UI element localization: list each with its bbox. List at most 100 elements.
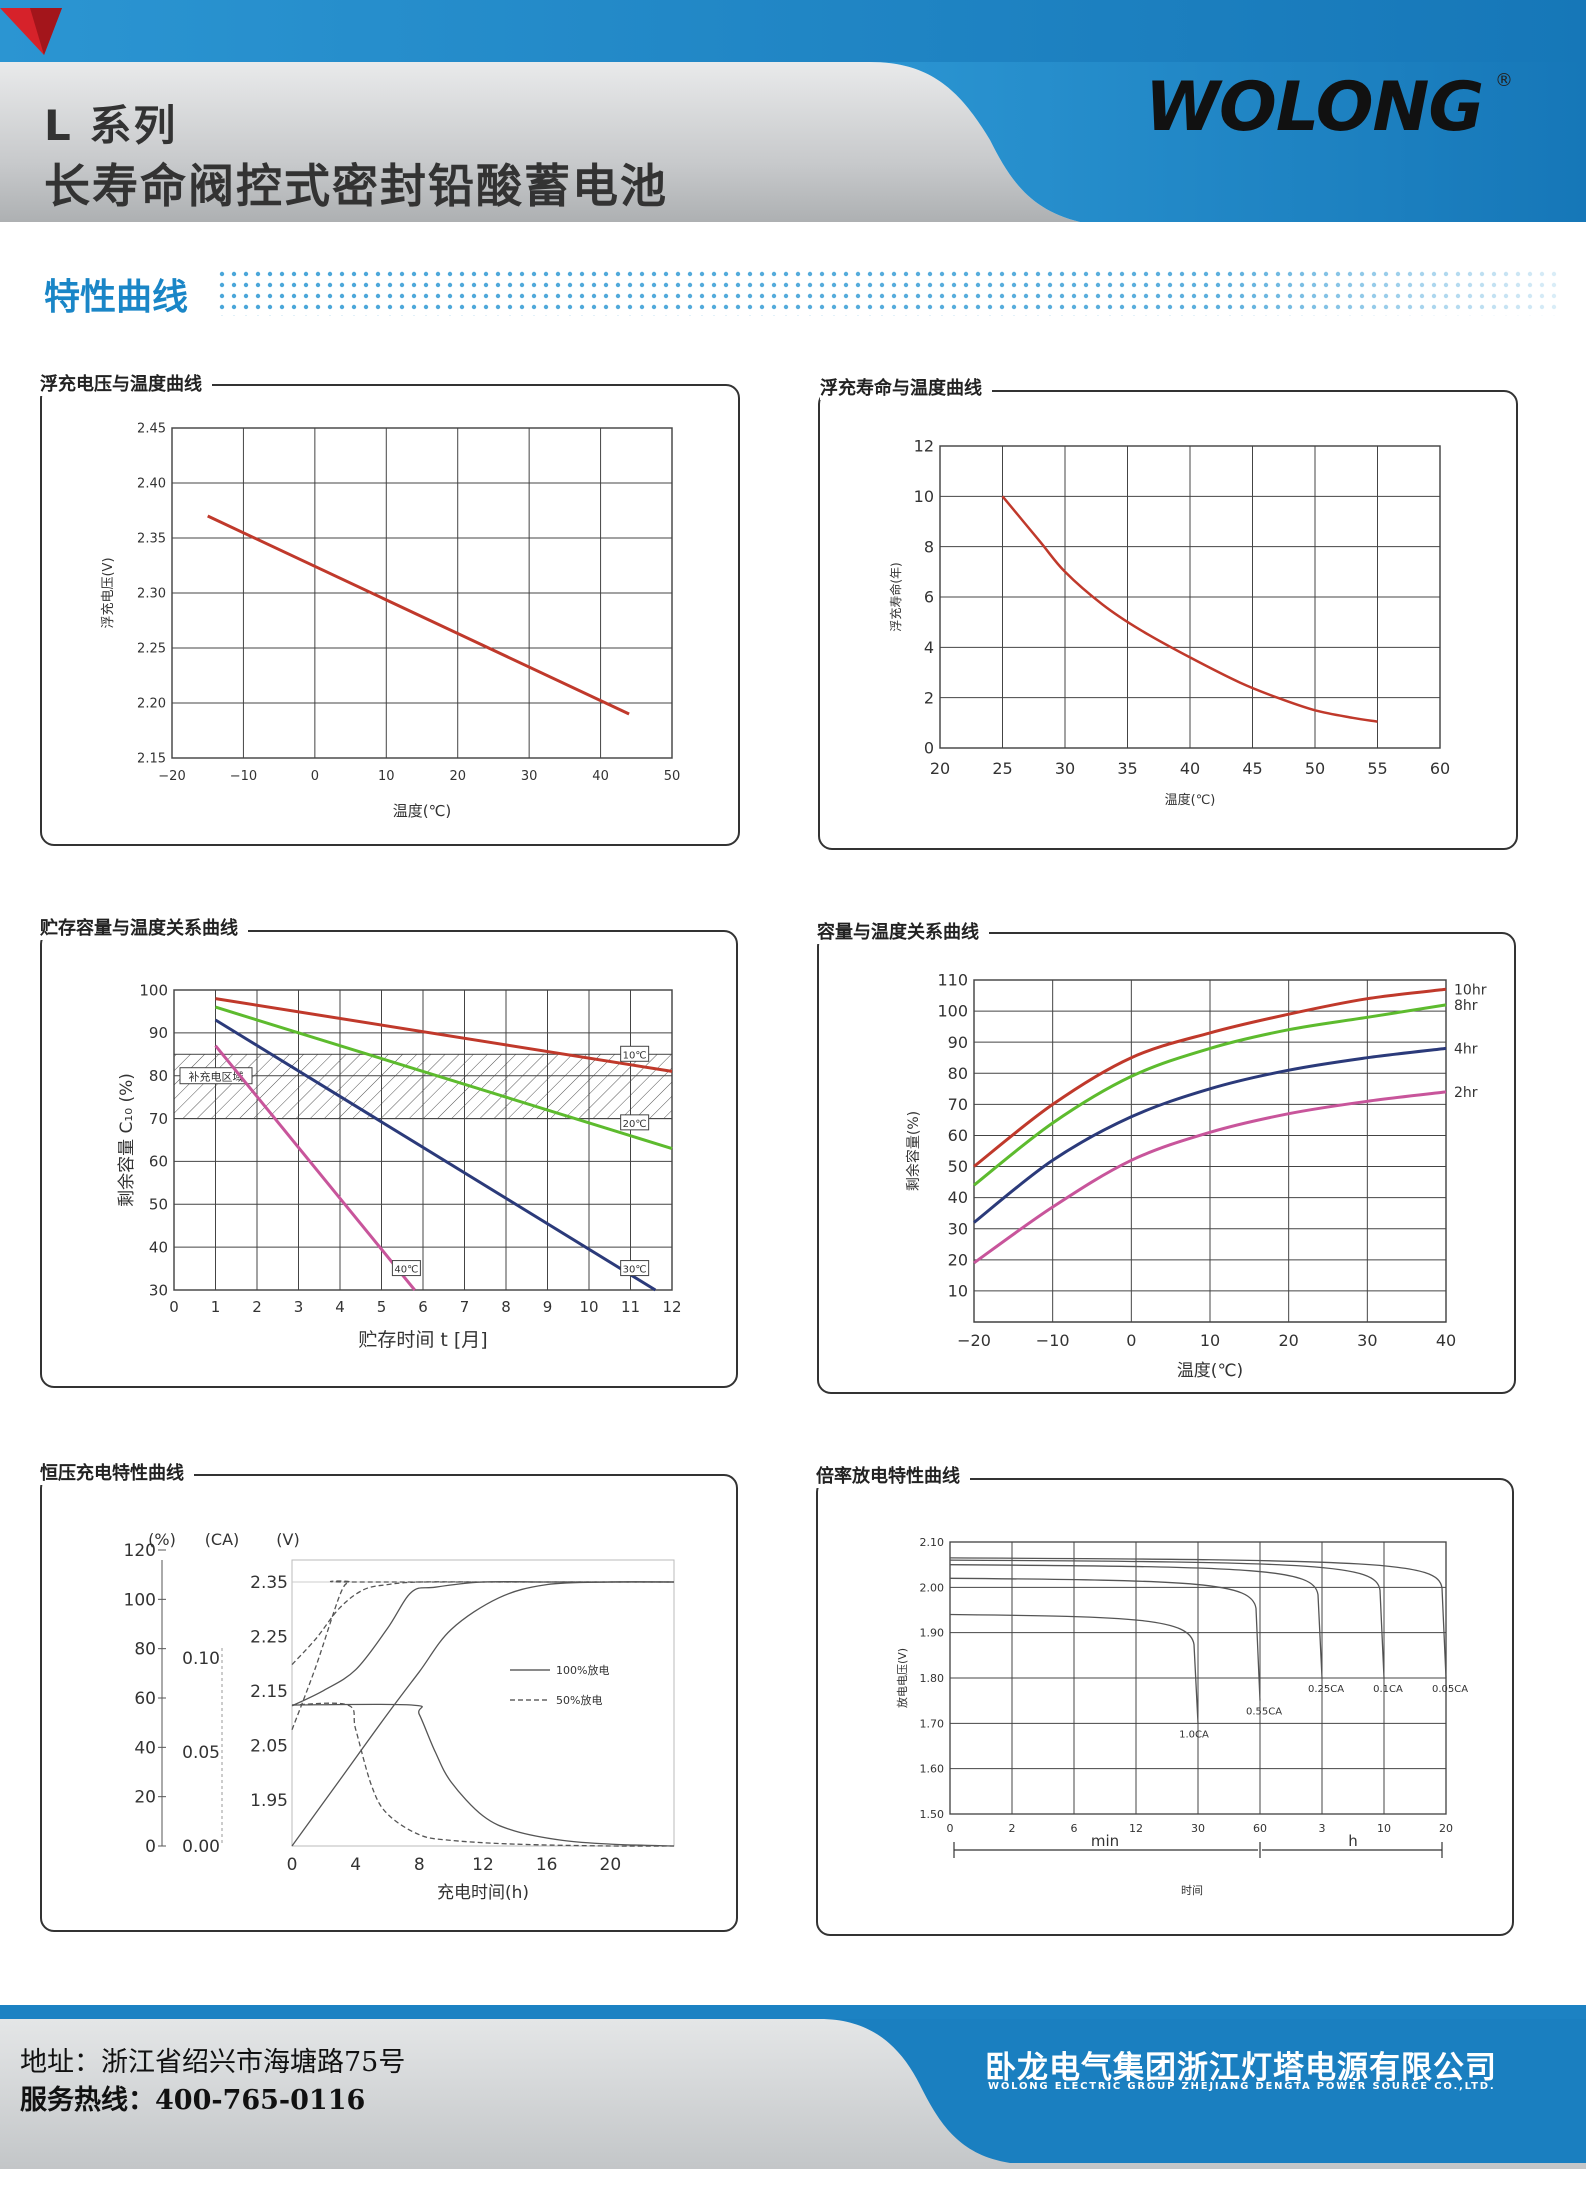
y-tick-label: 2.00: [920, 1581, 945, 1594]
y-tick-label: 12: [914, 437, 934, 456]
series-label: 4hr: [1454, 1041, 1478, 1057]
x-axis-label: 充电时间(h): [437, 1883, 529, 1903]
band-label-box: [179, 1067, 253, 1085]
x-tick-label: 0: [311, 769, 319, 784]
voltage-tick-label: 2.15: [250, 1682, 288, 1702]
x-axis-label: 贮存时间 t [月]: [358, 1329, 487, 1351]
y-tick-label: 2.15: [137, 752, 166, 767]
y-tick-label: 0: [924, 739, 934, 758]
range-label: h: [1348, 1832, 1358, 1850]
x-tick-label: 50: [664, 769, 681, 784]
x-tick-label: 0: [287, 1855, 298, 1875]
y-tick-label: 50: [948, 1157, 968, 1176]
series-line: [215, 997, 673, 1073]
series-label: 0.25CA: [1308, 1684, 1344, 1695]
series-line: [214, 1018, 657, 1292]
x-tick-label: 10: [1200, 1331, 1220, 1350]
x-tick-label: 2: [1009, 1822, 1016, 1835]
footer-background: [0, 2005, 1586, 2191]
y-tick-label: 1.50: [920, 1808, 945, 1821]
x-tick-label: 20: [449, 769, 466, 784]
y-axis-label: 浮充寿命(年): [888, 562, 903, 631]
y-tick-label: 2.10: [920, 1536, 945, 1549]
x-tick-label: 9: [543, 1298, 553, 1316]
percent-tick-label: 60: [134, 1689, 156, 1709]
x-tick-label: 6: [418, 1298, 428, 1316]
company-name-cn: 卧龙电气集团浙江灯塔电源有限公司: [985, 2050, 1497, 2086]
y-tick-label: 40: [149, 1238, 168, 1256]
series-label: 0.55CA: [1246, 1707, 1282, 1718]
x-tick-label: 8: [414, 1855, 425, 1875]
y-tick-label: 80: [948, 1064, 968, 1083]
percent-tick-label: 120: [124, 1541, 156, 1561]
y-tick-label: 1.90: [920, 1627, 945, 1640]
cv-charge-title: 恒压充电特性曲线: [40, 1459, 194, 1485]
header-banner: L 系列 长寿命阀控式密封铅酸蓄电池 WOLONG ®: [0, 0, 1586, 232]
y-tick-label: 1.60: [920, 1763, 945, 1776]
percent-tick-label: 80: [134, 1640, 156, 1660]
x-axis-label: 温度(℃): [1177, 1361, 1243, 1381]
voltage-tick-label: 2.05: [250, 1737, 288, 1757]
series-line: [973, 1003, 1447, 1187]
ca-tick-label: 0.05: [182, 1743, 220, 1763]
product-name: 长寿命阀控式密封铅酸蓄电池: [44, 159, 668, 213]
section-dotted-rule: [218, 270, 1558, 316]
percent-tick-label: 0: [145, 1837, 156, 1857]
x-tick-label: 50: [1305, 759, 1325, 778]
y-tick-label: 100: [937, 1002, 968, 1021]
y-tick-label: 70: [149, 1110, 168, 1128]
hotline-text: 服务热线：400-765-0116: [20, 2085, 366, 2116]
y-tick-label: 90: [149, 1024, 168, 1042]
float-life-temp-title: 浮充寿命与温度曲线: [820, 374, 992, 400]
unit-label: (V): [276, 1530, 299, 1549]
x-tick-label: 12: [662, 1298, 681, 1316]
brand-logo-text: WOLONG: [1145, 68, 1484, 147]
float-voltage-temp-title: 浮充电压与温度曲线: [40, 370, 212, 396]
x-tick-label: 12: [472, 1855, 494, 1875]
y-axis-label: 剩余容量 C₁₀ (%): [117, 1073, 137, 1207]
x-tick-label: 30: [1357, 1331, 1377, 1350]
x-tick-label: 3: [1319, 1822, 1326, 1835]
series-line: [973, 1046, 1447, 1224]
series-line: [973, 987, 1447, 1168]
wolong-logo-icon: [0, 8, 62, 55]
unit-label: (%): [148, 1530, 176, 1549]
x-tick-label: 20: [1439, 1822, 1453, 1835]
x-tick-label: 30: [1191, 1822, 1205, 1835]
x-tick-label: −10: [230, 769, 257, 784]
series-label: 40℃: [394, 1265, 418, 1276]
x-tick-label: 3: [294, 1298, 304, 1316]
x-tick-label: 20: [1278, 1331, 1298, 1350]
x-tick-label: 4: [350, 1855, 361, 1875]
x-tick-label: 60: [1253, 1822, 1267, 1835]
series-label: 1.0CA: [1179, 1729, 1209, 1740]
series-line: [949, 1559, 1385, 1679]
series-line: [1001, 495, 1378, 723]
rate-discharge-title: 倍率放电特性曲线: [816, 1462, 970, 1488]
y-tick-label: 20: [948, 1250, 968, 1269]
series-label: 2hr: [1454, 1085, 1478, 1101]
ca-tick-label: 0.10: [182, 1649, 220, 1669]
x-tick-label: −20: [957, 1331, 991, 1350]
plot-area: [291, 1559, 675, 1847]
capacity-temp-title: 容量与温度关系曲线: [817, 918, 989, 944]
x-axis-label: 温度(℃): [1165, 792, 1216, 808]
percent-tick-label: 100: [124, 1590, 156, 1610]
series-label-box: [620, 1260, 650, 1277]
legend-label: 100%放电: [556, 1663, 609, 1677]
x-tick-label: 7: [460, 1298, 470, 1316]
voltage-tick-label: 1.95: [250, 1791, 288, 1811]
percent-tick-label: 40: [134, 1738, 156, 1758]
y-tick-label: 2.30: [137, 587, 166, 602]
y-tick-label: 2.20: [137, 697, 166, 712]
series-label: 10hr: [1454, 982, 1487, 998]
series-line: [291, 1580, 674, 1731]
y-tick-label: 80: [149, 1067, 168, 1085]
series-line: [215, 1005, 673, 1151]
x-tick-label: 4: [335, 1298, 345, 1316]
y-tick-label: 100: [139, 981, 168, 999]
range-label: min: [1091, 1832, 1119, 1850]
